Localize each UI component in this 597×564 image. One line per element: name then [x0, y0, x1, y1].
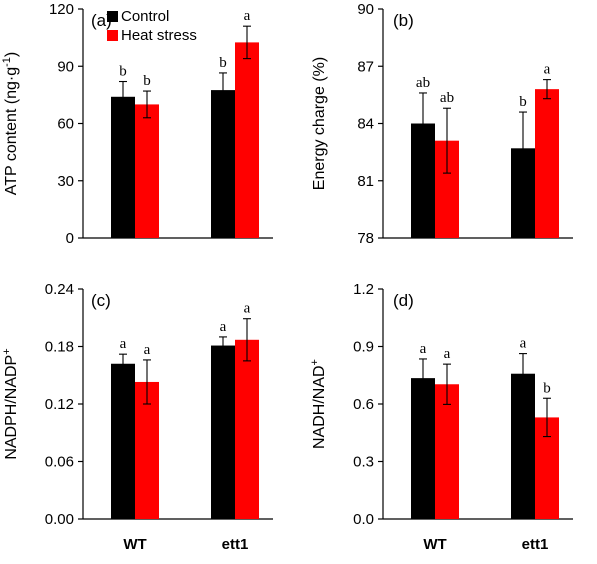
bar — [411, 378, 435, 519]
x-category-label: ett1 — [522, 536, 549, 553]
significance-letter: a — [444, 346, 451, 362]
significance-letter: a — [420, 341, 427, 357]
significance-letter: a — [220, 319, 227, 335]
y-tick-label: 78 — [357, 230, 374, 247]
significance-letter: ab — [416, 75, 430, 91]
bar — [235, 42, 259, 239]
bar — [211, 90, 235, 239]
y-axis-label: NADH/NAD+ — [309, 359, 328, 449]
significance-letter: b — [219, 55, 227, 71]
y-tick-label: 0.6 — [353, 396, 374, 413]
legend-label: Heat stress — [121, 27, 197, 44]
y-axis-label: NADPH/NADP+ — [1, 348, 20, 459]
panel-label: (d) — [393, 291, 414, 310]
y-tick-label: 0 — [66, 230, 74, 247]
panel-2: 78 81 84 87 90 Energy charge (%) (b) ab b ab a — [311, 1, 573, 247]
significance-letter: a — [244, 8, 251, 24]
significance-letter: b — [119, 64, 127, 80]
x-category-label: WT — [123, 536, 146, 553]
significance-letter: a — [144, 342, 151, 358]
bar — [235, 339, 259, 519]
y-tick-label: 0.24 — [45, 281, 74, 298]
y-axis-label: Energy charge (%) — [311, 57, 328, 190]
y-axis-label: ATP content (ng·g-1) — [1, 52, 20, 195]
y-tick-label: 90 — [57, 58, 74, 75]
y-tick-label: 0.0 — [353, 511, 374, 528]
y-tick-label: 0.12 — [45, 396, 74, 413]
significance-letter: ab — [440, 90, 454, 106]
panel-label: (b) — [393, 11, 414, 30]
y-tick-label: 30 — [57, 173, 74, 190]
y-tick-label: 1.2 — [353, 281, 374, 298]
bar — [135, 381, 159, 519]
bar — [511, 373, 535, 519]
x-category-label: WT — [423, 536, 446, 553]
panel-4: 0.0 0.3 0.6 0.9 1.2 NADH/NAD+ (d) a a a b WT ett1 — [309, 281, 573, 553]
bar — [435, 384, 459, 519]
legend: Control Heat stress — [107, 8, 197, 44]
y-tick-label: 87 — [357, 58, 374, 75]
y-tick-label: 81 — [357, 173, 374, 190]
bar — [535, 89, 559, 239]
bar — [135, 104, 159, 239]
significance-letter: a — [520, 336, 527, 352]
legend-swatch — [107, 30, 118, 41]
y-tick-label: 120 — [49, 1, 74, 18]
y-tick-label: 0.00 — [45, 511, 74, 528]
significance-letter: a — [244, 301, 251, 317]
y-tick-label: 0.3 — [353, 454, 374, 471]
bar — [211, 345, 235, 519]
y-tick-label: 0.18 — [45, 339, 74, 356]
significance-letter: a — [120, 336, 127, 352]
significance-letter: a — [544, 62, 551, 78]
significance-letter: b — [143, 73, 151, 89]
panel-label: (a) — [91, 11, 112, 30]
bar — [111, 363, 135, 519]
legend-label: Control — [121, 8, 169, 25]
legend-swatch — [107, 11, 118, 22]
significance-letter: b — [543, 380, 551, 396]
significance-letter: b — [519, 94, 527, 110]
panel-3: 0.00 0.06 0.12 0.18 0.24 NADPH/NADP+ (c) a a a a WT… — [1, 281, 273, 553]
panel-label: (c) — [91, 291, 111, 310]
y-tick-label: 90 — [357, 1, 374, 18]
y-tick-label: 0.9 — [353, 339, 374, 356]
bar — [111, 96, 135, 239]
y-tick-label: 60 — [57, 116, 74, 133]
x-category-label: ett1 — [222, 536, 249, 553]
y-tick-label: 84 — [357, 116, 374, 133]
y-tick-label: 0.06 — [45, 454, 74, 471]
